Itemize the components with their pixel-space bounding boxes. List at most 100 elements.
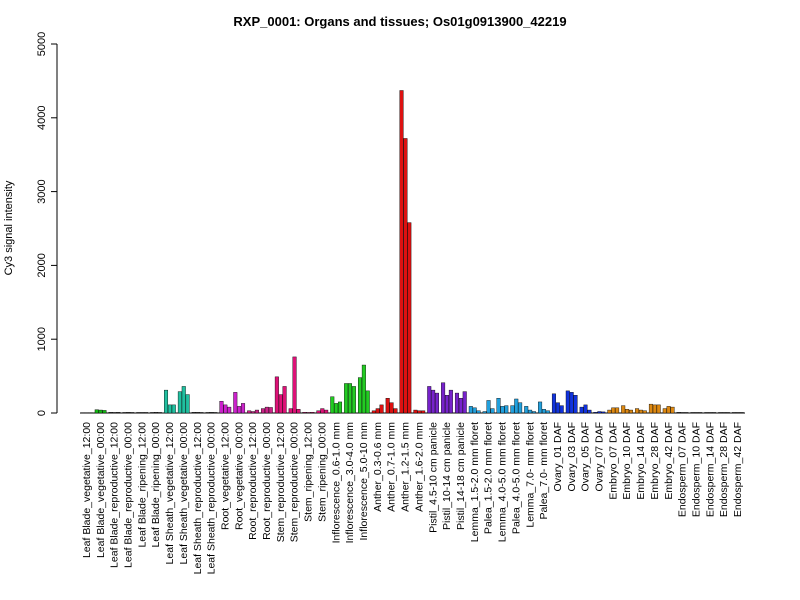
bar xyxy=(278,394,283,414)
bar xyxy=(94,409,99,414)
bar xyxy=(652,404,657,414)
bar xyxy=(302,412,307,414)
bar xyxy=(112,412,117,414)
bar xyxy=(621,405,626,414)
bar xyxy=(219,400,224,414)
bar xyxy=(662,408,667,414)
bar xyxy=(417,410,422,414)
x-category-label: Leaf Blade_ripening_00:00 xyxy=(150,422,162,548)
x-category-label: Root_vegetative_00:00 xyxy=(233,422,245,530)
x-category-label: Endosperm_10 DAF xyxy=(691,422,703,517)
bar xyxy=(241,403,246,414)
bar xyxy=(735,412,740,414)
x-category-label: Anther_1.2-1.5 mm xyxy=(400,422,412,512)
bar xyxy=(680,412,685,414)
bar xyxy=(718,412,723,414)
bar xyxy=(199,412,204,414)
bar xyxy=(476,410,481,414)
bar xyxy=(528,409,533,414)
bar xyxy=(130,412,135,414)
x-category-label: Root_reproductive_00:00 xyxy=(261,422,273,540)
x-category-label: Endosperm_28 DAF xyxy=(718,422,730,517)
bar xyxy=(468,406,473,414)
x-category-label: Embryo_14 DAF xyxy=(635,422,647,500)
x-category-label: Embryo_10 DAF xyxy=(621,422,633,500)
bar xyxy=(541,409,546,414)
bar xyxy=(223,404,228,414)
x-category-label: Palea_7.0- mm floret xyxy=(538,422,550,520)
bar xyxy=(514,398,519,414)
x-category-label: Inflorescence_5.0-10 mm xyxy=(358,422,370,541)
bar xyxy=(722,412,727,414)
bar xyxy=(122,412,127,414)
x-category-label: Inflorescence_0.6-1.0 mm xyxy=(330,422,342,544)
bar xyxy=(195,412,200,414)
x-category-label: Leaf Blade_reproductive_00:00 xyxy=(122,422,134,568)
x-category-label: Embryo_28 DAF xyxy=(649,422,661,500)
bar xyxy=(593,412,598,414)
bar xyxy=(80,412,85,414)
bar xyxy=(108,412,113,414)
x-category-label: Endosperm_14 DAF xyxy=(704,422,716,517)
y-tick-label: 3000 xyxy=(36,179,48,203)
bar xyxy=(704,412,709,414)
bar xyxy=(296,409,301,414)
bar xyxy=(389,402,394,414)
bar xyxy=(399,90,404,414)
bar xyxy=(144,412,149,414)
y-axis: 0 1000 2000 3000 4000 5000 xyxy=(36,32,58,416)
bar xyxy=(510,405,515,414)
bar xyxy=(365,390,370,414)
bar xyxy=(282,386,287,414)
bar xyxy=(635,408,640,414)
bar xyxy=(181,386,186,414)
bar xyxy=(712,412,717,414)
x-category-label: Lemma_1.5-2.0 mm floret xyxy=(469,422,481,542)
x-category-label: Root_vegetative_12:00 xyxy=(219,422,231,530)
bar xyxy=(739,412,744,414)
bar xyxy=(393,408,398,414)
bar xyxy=(597,411,602,414)
y-tick-label: 1000 xyxy=(36,327,48,351)
bars xyxy=(80,90,744,414)
bar xyxy=(403,138,408,414)
x-category-label: Root_reproductive_12:00 xyxy=(247,422,259,540)
bar xyxy=(670,406,675,414)
y-tick-label: 4000 xyxy=(36,106,48,130)
x-category-label: Pistil_10-14 cm panicle xyxy=(441,422,453,530)
bar xyxy=(690,412,695,414)
x-category-label: Anther_0.3-0.6 mm xyxy=(372,422,384,512)
bar xyxy=(324,409,329,414)
bar xyxy=(694,412,699,414)
x-category-label: Leaf Blade_ripening_12:00 xyxy=(136,422,148,548)
bar xyxy=(666,406,671,414)
bar xyxy=(518,402,523,414)
bar xyxy=(167,404,172,414)
bar xyxy=(579,406,584,414)
x-category-label: Embryo_42 DAF xyxy=(663,422,675,500)
bar xyxy=(587,409,592,414)
bar xyxy=(177,391,182,414)
bar xyxy=(445,395,449,414)
bar xyxy=(136,412,141,414)
bar xyxy=(611,407,616,414)
bar xyxy=(642,410,647,414)
x-category-label: Ovary_03 DAF xyxy=(566,422,578,491)
bar xyxy=(247,410,252,414)
y-tick-label: 0 xyxy=(36,410,48,416)
bar xyxy=(316,410,321,414)
x-category-label: Endosperm_42 DAF xyxy=(732,422,744,517)
bar xyxy=(361,364,366,414)
x-category-label: Palea_1.5-2.0 mm floret xyxy=(483,422,495,534)
bar xyxy=(157,412,162,414)
bar xyxy=(482,411,487,414)
bar xyxy=(348,383,353,414)
bar xyxy=(656,404,661,414)
bar xyxy=(545,410,550,414)
bar xyxy=(205,412,210,414)
bar xyxy=(116,412,121,414)
x-category-label: Stem_reproductive_12:00 xyxy=(275,422,287,542)
x-category-label: Pistil_4.5-10 cm panicle xyxy=(427,422,439,533)
bar xyxy=(334,403,339,414)
bar xyxy=(379,404,384,414)
